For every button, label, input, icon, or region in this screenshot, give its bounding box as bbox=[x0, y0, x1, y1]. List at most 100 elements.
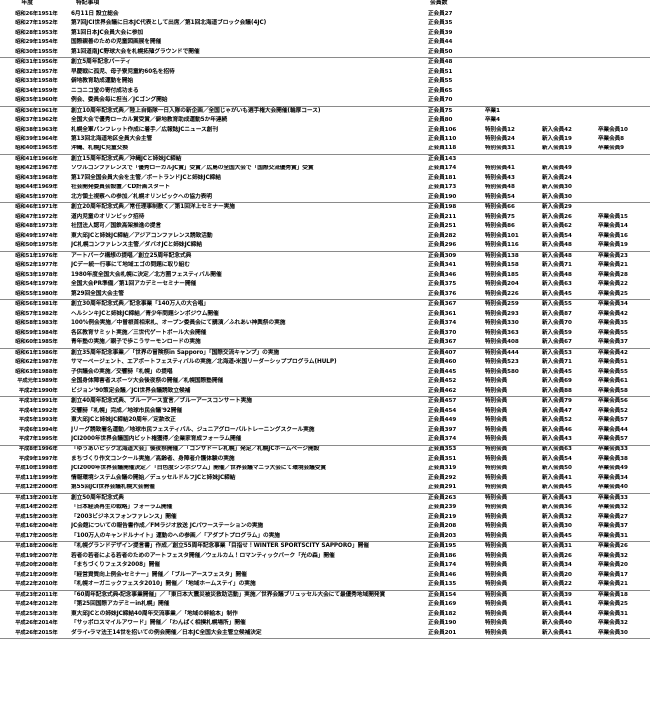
cell-new-members: 新入会員41 bbox=[542, 474, 572, 481]
cell-regular-members: 正会員376 bbox=[428, 290, 457, 297]
cell-new-members: 新入会員19 bbox=[542, 145, 572, 152]
cell-western-year: 1963年 bbox=[38, 126, 58, 133]
cell-new-members: 新入会員31 bbox=[542, 541, 598, 552]
cell-era-year: 昭和30年 bbox=[15, 48, 38, 55]
cell-era-year: 昭和49年 bbox=[15, 232, 38, 239]
cell-regular-members: 正会員186 bbox=[428, 552, 457, 559]
cell-notes: 全国大会PR準備／第1回アカデミーセミナー開催 bbox=[71, 281, 197, 288]
cell-era-year: 平成21年 bbox=[15, 571, 38, 578]
cell-notes: 「ゆうあいピック北海道大会」後夜祭開催／「コンサドーレ札幌」発足／札幌JCホーム… bbox=[71, 444, 428, 456]
table-row: 昭和63年 1988年 子供議会の実施／交響詩「札幌」の提唱 正会員445 特別会員58… bbox=[0, 368, 650, 377]
cell-western-year: 2012年 bbox=[38, 601, 58, 608]
cell-era-year: 平成6年 bbox=[18, 426, 38, 433]
cell-special-members: 特別会員204 bbox=[485, 281, 519, 288]
cell-graduate-members: 卒業会員14 bbox=[598, 223, 628, 230]
cell-new-members: 新入会員22 bbox=[542, 581, 572, 588]
cell-new-members: 新入会員46 bbox=[542, 426, 572, 433]
cell-special-members: 特別会員41 bbox=[485, 165, 515, 172]
cell-new-members: 新入会員41 bbox=[542, 601, 572, 608]
cell-regular-members: 正会員457 bbox=[428, 396, 485, 407]
cell-special-members bbox=[485, 77, 542, 86]
cell-era-year: 昭和46年 bbox=[0, 202, 38, 213]
cell-graduate-members: 卒業会員58 bbox=[598, 387, 628, 394]
cell-special-members: 特別会員 bbox=[485, 436, 508, 442]
cell-notes: 沖縄、札幌JC児童交換 bbox=[71, 145, 128, 152]
cell-new-members bbox=[542, 57, 598, 68]
cell-regular-members: 正会員282 bbox=[428, 232, 457, 239]
table-row: 昭和36年 1961年 創立10周年記念式典／陸上自衛隊一日入隊の新企画／全国じゃが… bbox=[0, 105, 650, 117]
cell-western-year: 2011年 bbox=[38, 589, 71, 601]
cell-western-year: 1956年 bbox=[38, 57, 71, 68]
cell-graduate-members: 卒業会員27 bbox=[598, 513, 628, 520]
cell-era-year: 昭和57年 bbox=[15, 310, 38, 317]
cell-notes: 東大邱JCと姉妹JC締結／アジアコンファレンス誘致活動 bbox=[71, 232, 213, 239]
cell-western-year: 2008年 bbox=[38, 562, 58, 569]
cell-graduate-members bbox=[598, 105, 650, 117]
cell-special-members: 特別会員54 bbox=[485, 193, 515, 200]
cell-notes: サマーページェント、エアポートフェスティバルの実施／北海道・米国リーダーシッププ… bbox=[71, 359, 337, 366]
cell-notes: 情報環境システム会議の開始／デュッセルドルフJCと姉妹JC締結 bbox=[71, 474, 236, 481]
cell-notes: JCI2000年世界会議国内ビット権獲得／企業家育成フォーラム開催 bbox=[71, 436, 242, 442]
cell-western-year: 2004年 bbox=[38, 523, 58, 530]
table-row: 昭和56年 1981年 創立30周年記念式典／記念事業「140万人の大合唱」 正会員3… bbox=[0, 299, 650, 310]
cell-western-year: 1982年 bbox=[38, 310, 58, 317]
cell-notes: 「第25回国際アカデミーin札幌」開催 bbox=[71, 601, 170, 608]
cell-special-members: 特別会員 bbox=[485, 396, 542, 407]
cell-western-year: 1995年 bbox=[38, 436, 58, 442]
cell-new-members: 新入会員62 bbox=[542, 223, 572, 230]
cell-new-members: 新入会員70 bbox=[542, 320, 572, 327]
cell-special-members: 特別会員 bbox=[485, 581, 508, 588]
cell-notes: 「100万人のキャンドルナイト」運動のへの参画／「アダプトプログラム」の実施 bbox=[71, 532, 280, 539]
cell-notes: 創立30周年記念式典／記念事業「140万人の大合唱」 bbox=[71, 299, 428, 310]
table-row: 昭和41年 1966年 創立15周年記念式典／沖縄JCと姉妹JC締結 正会員143 bbox=[0, 154, 650, 165]
cell-western-year: 1973年 bbox=[38, 223, 58, 230]
cell-regular-members: 正会員219 bbox=[428, 513, 457, 520]
table-row: 昭和53年 1978年 1980年度全国大会札幌に決定／北方圏フェスティバル開催 正会… bbox=[0, 271, 650, 280]
cell-special-members: 特別会員226 bbox=[485, 290, 519, 297]
cell-regular-members: 正会員291 bbox=[428, 484, 457, 491]
table-row: 昭和59年 1984年 各区教育サミット実施／三世代ゲートボール大会開催 正会員370… bbox=[0, 329, 650, 338]
cell-western-year: 1998年 bbox=[38, 465, 58, 472]
cell-western-year: 1987年 bbox=[38, 359, 58, 366]
column-header-special-members bbox=[485, 0, 542, 10]
cell-era-year: 平成3年 bbox=[0, 396, 38, 407]
cell-regular-members: 正会員27 bbox=[428, 10, 453, 17]
table-row: 昭和44年 1969年 社会開発委員会設置／CD計画スタート 正会員173 特別会員48… bbox=[0, 184, 650, 193]
cell-notes: 「経営資質向上例会・セミナー」開催／「ブルーアースフェスタ」開催 bbox=[71, 571, 247, 578]
cell-graduate-members: 卒業会員32 bbox=[598, 620, 628, 627]
cell-graduate-members bbox=[598, 96, 650, 106]
cell-western-year: 1992年 bbox=[38, 407, 58, 414]
cell-era-year: 昭和56年 bbox=[0, 299, 38, 310]
cell-western-year: 1994年 bbox=[38, 426, 58, 433]
cell-special-members: 特別会員 bbox=[485, 601, 508, 608]
cell-special-members: 特別会員523 bbox=[485, 359, 519, 366]
table-row: 昭和28年 1953年 第1回日本JC会員大会に参加 正会員39 bbox=[0, 29, 650, 38]
cell-graduate-members bbox=[598, 202, 650, 213]
cell-era-year: 昭和38年 bbox=[15, 126, 38, 133]
cell-new-members: 新入会員40 bbox=[542, 620, 572, 627]
cell-special-members: 特別会員408 bbox=[485, 339, 519, 346]
cell-western-year: 2009年 bbox=[38, 571, 58, 578]
cell-regular-members: 正会員251 bbox=[428, 223, 457, 230]
cell-western-year: 1953年 bbox=[38, 29, 58, 36]
cell-new-members bbox=[542, 96, 598, 106]
cell-graduate-members: 卒業会員34 bbox=[598, 299, 650, 310]
cell-notes: 創立40周年記念式典、ブルーアース宣言／ブルーアースコンサート実施 bbox=[71, 396, 428, 407]
cell-notes: 「札幌オーガニックフェスタ2010」開催／「地域ホームステイ」の実施 bbox=[71, 581, 256, 588]
cell-era-year: 昭和36年 bbox=[0, 105, 38, 117]
table-row: 昭和50年 1975年 JC札幌コンファレンス主管／ダバオJCと姉妹JC締結 正会員2… bbox=[0, 241, 650, 251]
cell-notes: 札幌全軍パンフレット作成に着手／広報誌JCニュース創刊 bbox=[71, 126, 218, 133]
cell-era-year: 平成25年 bbox=[15, 610, 38, 617]
cell-graduate-members: 卒業会員44 bbox=[598, 426, 628, 433]
cell-western-year: 1971年 bbox=[38, 202, 71, 213]
cell-regular-members: 正会員35 bbox=[428, 20, 453, 27]
cell-western-year: 1981年 bbox=[38, 299, 71, 310]
cell-new-members: 新入会員48 bbox=[542, 242, 572, 249]
cell-new-members: 新入会員47 bbox=[542, 407, 572, 414]
table-row: 平成25年 2013年 東大邱JCとの姉妹JC締結40周年交流事業／「地域の絆絵本」… bbox=[0, 610, 650, 619]
cell-special-members: 特別会員12 bbox=[485, 126, 515, 133]
cell-graduate-members: 卒業会員52 bbox=[598, 407, 628, 414]
cell-regular-members: 正会員462 bbox=[428, 387, 457, 394]
cell-graduate-members: 卒業会員25 bbox=[598, 601, 628, 608]
cell-era-year: 平成10年 bbox=[15, 465, 38, 472]
